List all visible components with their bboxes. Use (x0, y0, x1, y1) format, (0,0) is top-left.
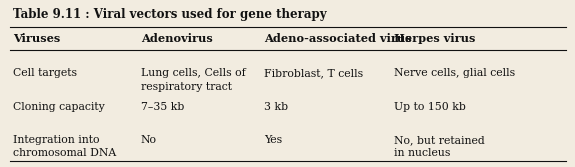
Text: Herpes virus: Herpes virus (394, 33, 476, 44)
Text: Nerve cells, glial cells: Nerve cells, glial cells (394, 68, 515, 78)
Text: No: No (141, 135, 157, 145)
Text: Adeno-associated virus: Adeno-associated virus (264, 33, 412, 44)
Text: Cell targets: Cell targets (13, 68, 76, 78)
Text: Up to 150 kb: Up to 150 kb (394, 102, 466, 112)
Text: Adenovirus: Adenovirus (141, 33, 213, 44)
Text: No, but retained
in nucleus: No, but retained in nucleus (394, 135, 485, 158)
Text: Cloning capacity: Cloning capacity (13, 102, 105, 112)
Text: Yes: Yes (264, 135, 283, 145)
Text: 3 kb: 3 kb (264, 102, 289, 112)
Text: 7–35 kb: 7–35 kb (141, 102, 184, 112)
Text: Integration into
chromosomal DNA: Integration into chromosomal DNA (13, 135, 116, 158)
Text: Lung cells, Cells of
respiratory tract: Lung cells, Cells of respiratory tract (141, 68, 246, 92)
Text: Table 9.11 : Viral vectors used for gene therapy: Table 9.11 : Viral vectors used for gene… (13, 8, 326, 21)
Text: Fibroblast, T cells: Fibroblast, T cells (264, 68, 363, 78)
Text: Viruses: Viruses (13, 33, 60, 44)
